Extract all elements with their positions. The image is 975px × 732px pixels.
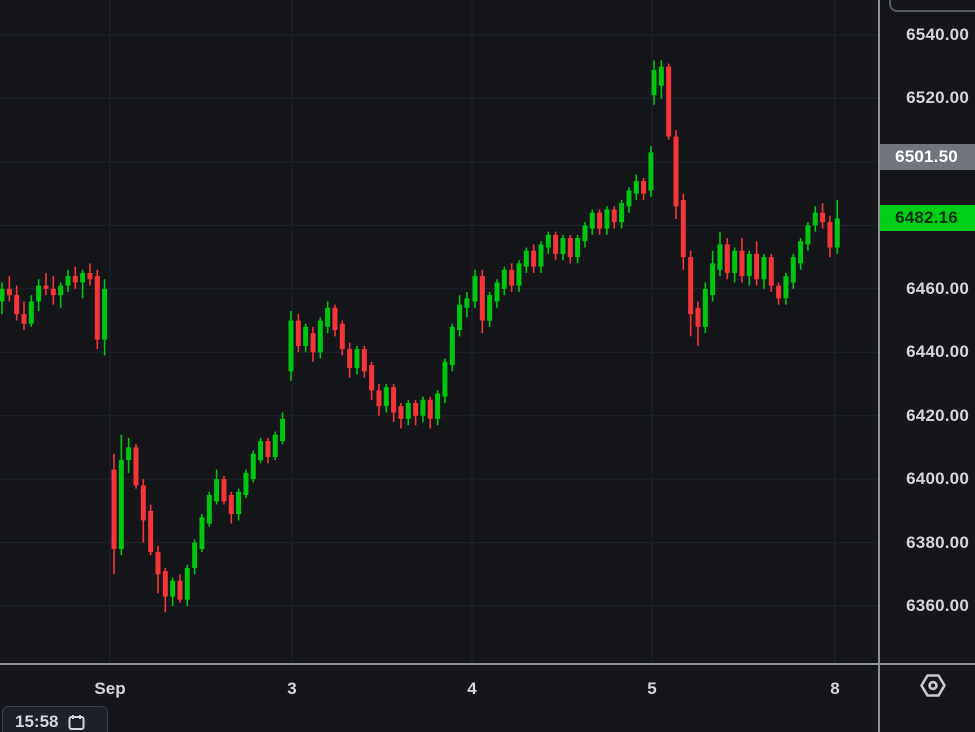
time-tick-label: 4	[467, 679, 477, 698]
go-to-date-button[interactable]: 15:58	[2, 706, 108, 732]
price-tick-label: 6400.00	[906, 469, 969, 489]
prev-close-price-label: 6501.50	[878, 144, 975, 171]
price-tick-label: 6540.00	[906, 25, 969, 44]
price-axis-separator	[878, 0, 880, 732]
time-axis[interactable]: Sep 3 4 5 8	[0, 663, 975, 732]
last-price-label: 6482.16	[878, 205, 975, 232]
price-tick-label: 6380.00	[906, 532, 969, 552]
cutoff-panel	[889, 0, 975, 12]
price-axis[interactable]: 6540.00 6520.00 6460.00 6440.00 6420.00 6400.…	[878, 0, 975, 663]
time-tick-label: 3	[287, 679, 297, 698]
session-time-display: 15:58	[15, 712, 59, 731]
price-tick-label: 6440.00	[906, 342, 969, 362]
gear-hexagon-icon	[918, 672, 948, 704]
candlestick-chart[interactable]	[0, 0, 878, 663]
calendar-icon	[68, 714, 85, 732]
time-axis-separator	[0, 663, 975, 665]
axis-settings-button[interactable]	[914, 671, 952, 705]
price-tick-label: 6520.00	[906, 88, 969, 108]
price-tick-label: 6460.00	[906, 278, 969, 298]
price-tick-label: 6420.00	[906, 405, 969, 425]
time-tick-label: Sep	[94, 679, 126, 698]
price-tick-label: 6360.00	[906, 596, 969, 616]
time-tick-label: 5	[647, 679, 657, 698]
time-tick-label: 8	[830, 679, 840, 698]
